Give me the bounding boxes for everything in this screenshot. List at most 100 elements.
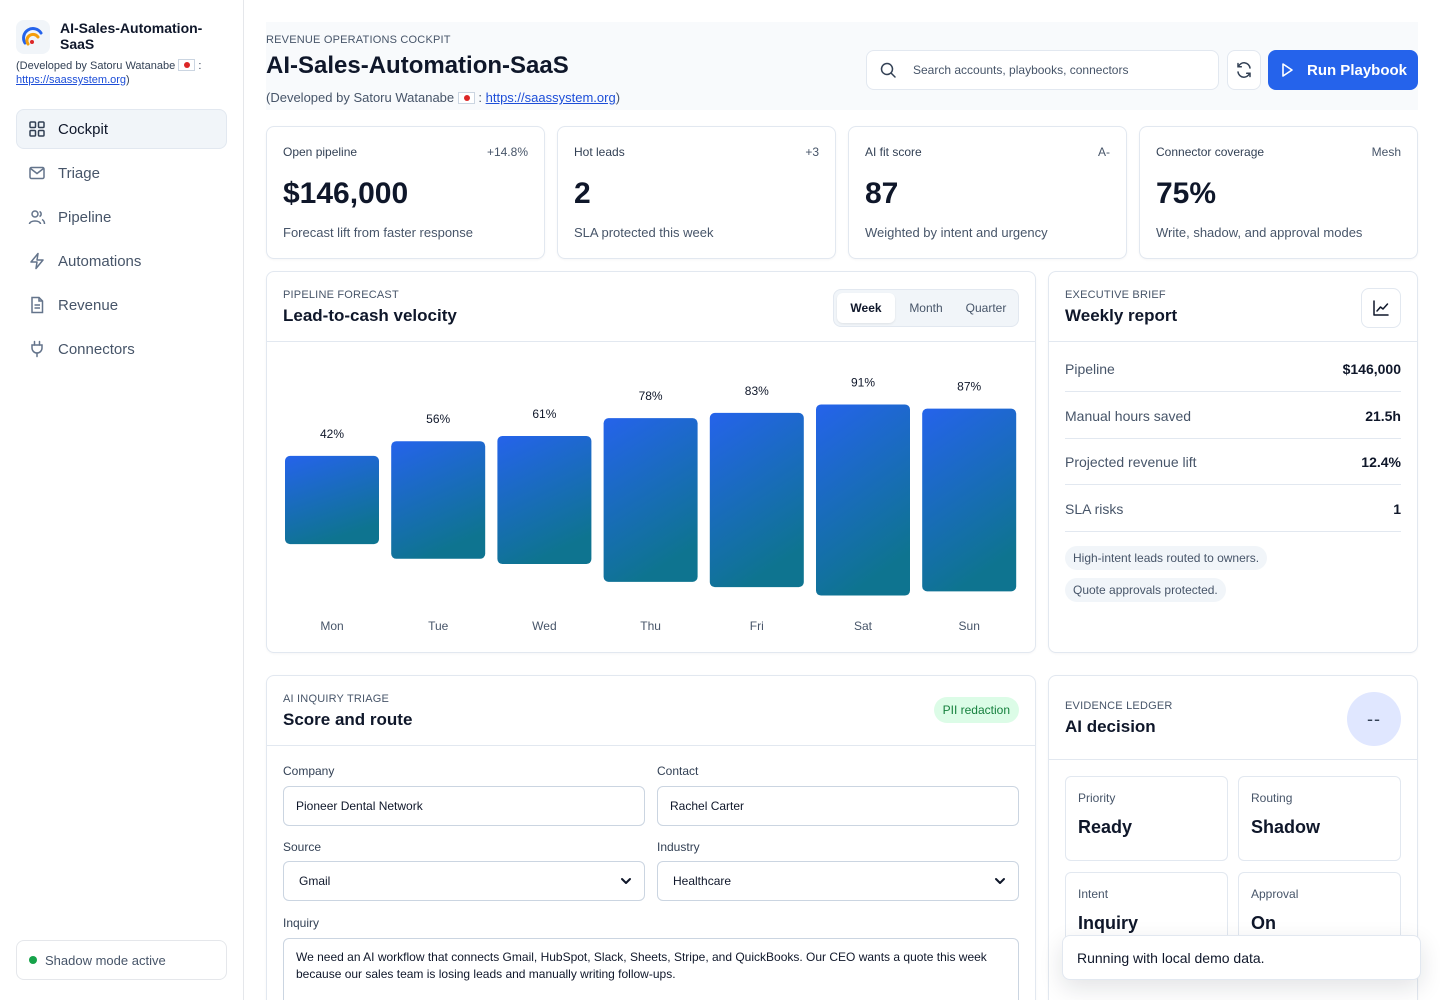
- chart-tick-label: Sun: [959, 619, 980, 633]
- kpi-badge: Mesh: [1371, 145, 1401, 159]
- industry-select[interactable]: Healthcare: [657, 861, 1019, 901]
- triage-card: AI INQUIRY TRIAGE Score and route PII re…: [266, 675, 1036, 1000]
- decision-card-value: Ready: [1078, 817, 1133, 837]
- brand-name: AI-Sales-Automation-SaaS: [60, 20, 203, 52]
- executive-brief-card: EXECUTIVE BRIEF Weekly report Pipeline $…: [1048, 271, 1418, 653]
- kpi-value: $146,000: [283, 177, 409, 210]
- brief-row-value: 12.4%: [1361, 453, 1401, 470]
- kpi-card-connector-coverage: Connector coverage Mesh 75% Write, shado…: [1139, 126, 1418, 259]
- chart-bar-thu: [603, 418, 698, 582]
- forecast-title: Lead-to-cash velocity: [283, 306, 457, 325]
- line-chart-icon: [1373, 300, 1389, 316]
- kpi-card-open-pipeline: Open pipeline +14.8% $146,000 Forecast l…: [266, 126, 545, 259]
- chart-bar-tue: [391, 441, 486, 559]
- page-credit-separator: :: [474, 90, 482, 105]
- inquiry-label: Inquiry: [283, 916, 320, 930]
- sidebar-item-pipeline[interactable]: Pipeline: [16, 197, 227, 237]
- page-credit-close: ): [615, 90, 621, 105]
- velocity-chart-svg: 42% Mon 56% Tue 61% Wed 78% Thu 83% Fri 91% Sat 87% S…: [285, 375, 1017, 633]
- chart-tick-label: Wed: [532, 619, 556, 633]
- search-icon: [880, 62, 896, 78]
- chart-data-label: 87%: [957, 380, 981, 394]
- brand-logo-icon: [16, 20, 50, 54]
- kpi-label: AI fit score: [865, 145, 922, 159]
- brand: AI-Sales-Automation-SaaS: [16, 20, 210, 54]
- chart-bar-sat: [816, 404, 910, 596]
- shadow-mode-status: Shadow mode active: [16, 940, 227, 980]
- brief-eyebrow: EXECUTIVE BRIEF: [1065, 289, 1166, 301]
- source-select[interactable]: Gmail: [283, 861, 645, 901]
- search-placeholder: Search accounts, playbooks, connectors: [913, 63, 1129, 77]
- sidebar-item-label: Revenue: [58, 296, 119, 314]
- chart-data-label: 42%: [320, 427, 344, 441]
- chart-bar-sun: [922, 408, 1017, 592]
- tab-month[interactable]: Month: [909, 301, 943, 315]
- kpi-value: 75%: [1156, 177, 1217, 210]
- brief-card-header: EXECUTIVE BRIEF Weekly report: [1049, 272, 1417, 342]
- shadow-mode-label: Shadow mode active: [45, 952, 166, 968]
- brief-row-pipeline: Pipeline $146,000: [1065, 346, 1401, 392]
- brief-row-sla-risks: SLA risks 1: [1065, 486, 1401, 532]
- triage-eyebrow: AI INQUIRY TRIAGE: [283, 693, 390, 705]
- contact-field[interactable]: Rachel Carter: [657, 786, 1019, 826]
- brief-row-hours-saved: Manual hours saved 21.5h: [1065, 393, 1401, 439]
- report-chart-button[interactable]: [1361, 288, 1401, 328]
- inquiry-textarea[interactable]: We need an AI workflow that connects Gma…: [283, 938, 1019, 1000]
- page-credit: (Developed by Satoru Watanabe : https://…: [266, 90, 620, 105]
- ledger-title: AI decision: [1065, 717, 1156, 736]
- brief-row-value: 1: [1393, 500, 1401, 517]
- sidebar-item-label: Automations: [58, 252, 142, 270]
- kpi-value: 87: [865, 177, 899, 210]
- decision-card-value: On: [1251, 913, 1276, 933]
- chart-tick-label: Sat: [854, 619, 873, 633]
- refresh-button[interactable]: [1227, 50, 1261, 90]
- decision-card-routing: Routing Shadow: [1238, 776, 1401, 861]
- decision-card-value: Shadow: [1251, 817, 1321, 837]
- chart-data-label: 91%: [851, 375, 875, 389]
- japan-flag-icon: [178, 59, 196, 71]
- contact-label: Contact: [657, 764, 699, 778]
- sidebar-item-connectors[interactable]: Connectors: [16, 329, 227, 369]
- chart-data-label: 78%: [639, 389, 663, 403]
- company-label: Company: [283, 764, 335, 778]
- tab-quarter[interactable]: Quarter: [965, 301, 1007, 315]
- decision-card-label: Priority: [1078, 791, 1116, 805]
- company-field[interactable]: Pioneer Dental Network: [283, 786, 645, 826]
- pii-redaction-badge: PII redaction: [933, 697, 1019, 723]
- refresh-icon: [1237, 62, 1251, 78]
- kpi-card-ai-fit-score: AI fit score A- 87 Weighted by intent an…: [848, 126, 1127, 259]
- file-icon: [31, 296, 44, 314]
- plug-icon: [31, 340, 43, 358]
- brief-title: Weekly report: [1065, 306, 1178, 325]
- industry-label: Industry: [657, 840, 700, 854]
- source-value: Gmail: [299, 874, 331, 888]
- kpi-value: 2: [574, 177, 591, 210]
- chart-data-label: 61%: [532, 407, 556, 421]
- kpi-note: SLA protected this week: [574, 225, 714, 240]
- forecast-card-header: PIPELINE FORECAST Lead-to-cash velocity …: [267, 272, 1035, 342]
- kpi-note: Write, shadow, and approval modes: [1156, 225, 1363, 240]
- tab-week[interactable]: Week: [837, 293, 895, 323]
- brand-credit-close: ): [126, 74, 130, 86]
- decision-card-label: Routing: [1251, 791, 1293, 805]
- run-playbook-label: Run Playbook: [1306, 61, 1407, 79]
- brief-row-value: $146,000: [1342, 360, 1401, 377]
- decision-card-label: Approval: [1251, 887, 1299, 901]
- search-input[interactable]: Search accounts, playbooks, connectors: [866, 50, 1219, 90]
- run-playbook-button[interactable]: Run Playbook: [1268, 50, 1418, 90]
- brief-row-label: Manual hours saved: [1065, 407, 1192, 424]
- kpi-note: Forecast lift from faster response: [283, 225, 474, 240]
- chart-tick-label: Thu: [640, 619, 661, 633]
- sidebar-item-automations[interactable]: Automations: [16, 241, 227, 281]
- brand-url-link[interactable]: https://saassystem.org: [16, 74, 127, 86]
- chart-data-label: 56%: [426, 412, 450, 426]
- sidebar-item-cockpit[interactable]: Cockpit: [16, 109, 227, 149]
- triage-card-header: AI INQUIRY TRIAGE Score and route PII re…: [267, 676, 1035, 746]
- sidebar-item-revenue[interactable]: Revenue: [16, 285, 227, 325]
- sidebar-item-triage[interactable]: Triage: [16, 153, 227, 193]
- ledger-eyebrow: EVIDENCE LEDGER: [1065, 700, 1173, 712]
- triage-title: Score and route: [283, 710, 413, 729]
- page-url-link[interactable]: https://saassystem.org: [485, 90, 616, 105]
- kpi-label: Hot leads: [574, 145, 625, 159]
- sidebar-item-label: Connectors: [58, 340, 135, 358]
